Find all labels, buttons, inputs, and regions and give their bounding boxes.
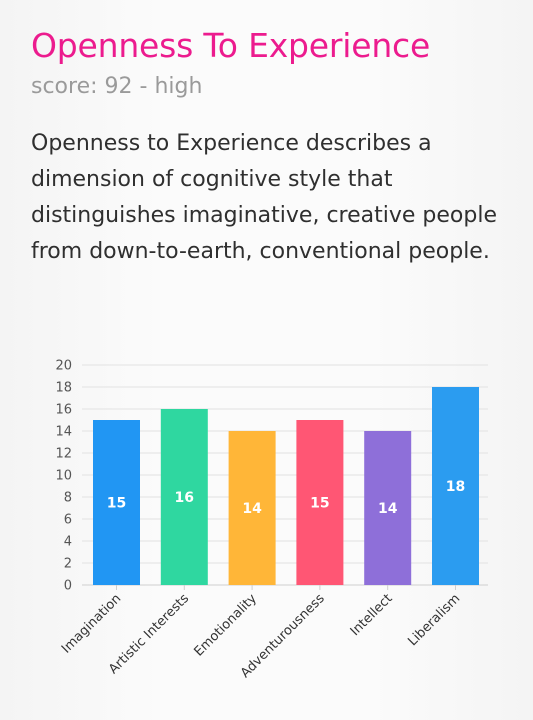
bar bbox=[432, 387, 479, 585]
bar-value-labels: 15 16 14 15 14 18 bbox=[107, 479, 465, 517]
y-tick-label: 2 bbox=[64, 557, 72, 572]
x-tick-label: Liberalism bbox=[405, 591, 463, 649]
y-tick-label: 14 bbox=[55, 425, 72, 440]
bar-value-label: 16 bbox=[175, 490, 194, 506]
x-tick-label: Intellect bbox=[348, 591, 396, 639]
y-tick-label: 0 bbox=[64, 579, 72, 594]
x-tick-label: Imagination bbox=[59, 591, 124, 656]
y-axis: 0 2 4 6 8 10 12 14 16 18 20 bbox=[55, 359, 72, 594]
bar-value-label: 18 bbox=[446, 479, 465, 495]
score-subtitle: score: 92 - high bbox=[31, 74, 203, 99]
y-tick-label: 10 bbox=[55, 469, 72, 484]
bars bbox=[93, 387, 479, 585]
bar-value-label: 14 bbox=[378, 501, 398, 517]
bar-value-label: 15 bbox=[107, 496, 126, 512]
bar-value-label: 14 bbox=[242, 501, 262, 517]
bar bbox=[160, 409, 208, 585]
y-tick-label: 8 bbox=[64, 491, 72, 506]
bar bbox=[364, 431, 412, 585]
bar bbox=[296, 420, 344, 585]
page-title: Openness To Experience bbox=[31, 26, 431, 65]
bar-value-label: 15 bbox=[310, 496, 329, 512]
x-tick-label: Emotionality bbox=[192, 591, 261, 660]
y-tick-label: 20 bbox=[55, 359, 72, 374]
y-tick-label: 6 bbox=[64, 513, 72, 528]
grid-lines bbox=[82, 364, 488, 586]
trait-description: Openness to Experience describes a dimen… bbox=[31, 131, 497, 264]
y-tick-label: 12 bbox=[55, 447, 72, 462]
bar bbox=[228, 431, 276, 585]
y-tick-label: 18 bbox=[55, 381, 72, 396]
y-tick-label: 4 bbox=[64, 535, 72, 550]
bar bbox=[93, 420, 140, 585]
y-tick-label: 16 bbox=[55, 403, 72, 418]
